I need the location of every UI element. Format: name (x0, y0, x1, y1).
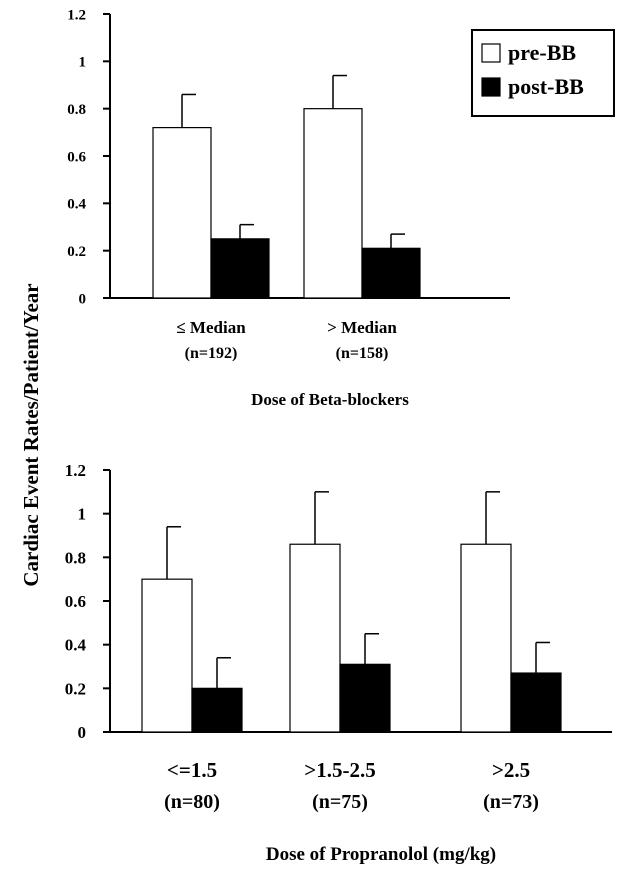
x-category-count: (n=192) (185, 345, 238, 362)
x-category-label: > Median (327, 318, 397, 337)
x-category-count: (n=158) (336, 345, 389, 362)
x-axis-title: Dose of Beta-blockers (251, 390, 409, 409)
legend-box (471, 29, 615, 117)
x-axis-title: Dose of Propranolol (mg/kg) (266, 844, 496, 865)
y-tick-label: 0.2 (65, 679, 86, 698)
legend-swatch-post-bb (481, 77, 501, 97)
bar-post-bb (339, 663, 391, 733)
bar-pre-bb (289, 543, 341, 733)
legend-swatch-pre-bb (481, 43, 501, 63)
x-category-label: ≤ Median (176, 318, 246, 337)
y-tick-label: 0.6 (65, 592, 86, 611)
x-category-count: (n=75) (312, 791, 368, 813)
y-tick-label: 1 (79, 55, 87, 71)
x-category-label: <=1.5 (167, 758, 217, 782)
bar-post-bb (361, 247, 421, 299)
chart-propranolol: 0 0.2 0.4 0.6 0.8 1 1.2 <=1.5 (n=80) >1.5-2.5 (n=7… (65, 461, 612, 865)
x-category-label: >1.5-2.5 (304, 758, 375, 782)
legend: pre-BB post-BB (471, 29, 615, 117)
bar-post-bb (510, 672, 562, 733)
bar-pre-bb (460, 543, 512, 733)
y-tick-label: 1.2 (67, 7, 86, 23)
y-axis-label: Cardiac Event Rates/Patient/Year (19, 283, 43, 586)
y-tick-label: 1 (78, 505, 87, 524)
y-tick-label: 0.4 (67, 197, 86, 213)
x-category-count: (n=73) (483, 791, 539, 813)
y-tick-label: 0.6 (67, 149, 86, 165)
bar-post-bb (191, 687, 243, 733)
chart-beta-blockers: 0 0.2 0.4 0.6 0.8 1 1.2 ≤ Median (n=192) > Median… (67, 7, 615, 409)
y-tick-label: 1.2 (65, 461, 86, 480)
y-tick-label: 0.4 (65, 636, 87, 655)
x-category-count: (n=80) (164, 791, 220, 813)
bar-pre-bb (303, 108, 363, 299)
y-tick-label: 0.2 (67, 244, 86, 260)
y-tick-label: 0.8 (67, 102, 86, 118)
legend-label: post-BB (508, 74, 584, 99)
x-category-label: >2.5 (492, 758, 530, 782)
bar-pre-bb (152, 126, 212, 299)
legend-label: pre-BB (508, 40, 576, 65)
y-tick-label: 0 (78, 723, 87, 742)
bar-post-bb (210, 238, 270, 299)
y-tick-label: 0 (79, 291, 87, 307)
bar-pre-bb (141, 578, 193, 733)
y-tick-label: 0.8 (65, 548, 86, 567)
